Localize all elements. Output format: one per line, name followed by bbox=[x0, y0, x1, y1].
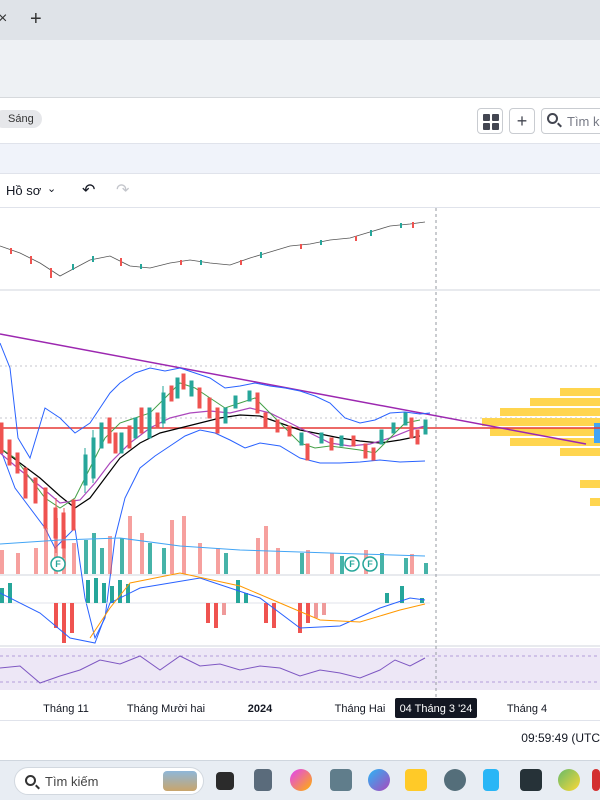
search-placeholder: Tìm ki bbox=[567, 114, 600, 129]
search-icon bbox=[547, 113, 558, 124]
search-icon bbox=[25, 775, 36, 786]
settings-icon[interactable] bbox=[444, 769, 466, 791]
chart-toolbar-strip bbox=[0, 144, 600, 174]
time-label: Tháng 11 bbox=[43, 703, 89, 715]
chart-top-toolbar: Hồ sơ ⌄ ↶ ↷ bbox=[0, 174, 600, 208]
crosshair-time-label: 04 Tháng 3 '24 bbox=[400, 703, 473, 715]
svg-text:F: F bbox=[349, 559, 355, 569]
bollinger-upper bbox=[0, 342, 431, 460]
event-marker: F F F bbox=[50, 556, 378, 572]
browser-icon[interactable] bbox=[558, 769, 580, 791]
crosshair-time-badge bbox=[395, 698, 477, 718]
add-chart-button[interactable]: + bbox=[509, 108, 535, 134]
notepad-icon[interactable] bbox=[483, 769, 499, 791]
trendline bbox=[0, 333, 587, 445]
chart-status-bar: 09:59:49 (UTC bbox=[0, 720, 600, 760]
file-explorer-icon[interactable] bbox=[216, 772, 234, 790]
copilot-icon[interactable] bbox=[290, 769, 312, 791]
layout-grid-button[interactable] bbox=[477, 108, 503, 134]
time-axis: Tháng 11 Tháng Mười hai 2024 Tháng Hai 0… bbox=[43, 698, 547, 718]
grid-icon bbox=[483, 114, 490, 121]
macd-histogram bbox=[0, 572, 430, 644]
volume-profile bbox=[482, 388, 600, 506]
camera-icon[interactable] bbox=[330, 769, 352, 791]
clock[interactable]: 09:59:49 (UTC bbox=[521, 731, 600, 745]
new-tab-button[interactable]: + bbox=[30, 8, 42, 30]
taskbar-overflow-icon[interactable] bbox=[592, 769, 600, 791]
taskbar-search-label: Tìm kiếm bbox=[45, 774, 99, 789]
profile-menu[interactable]: Hồ sơ bbox=[6, 183, 42, 198]
close-tab-icon[interactable]: × bbox=[0, 10, 8, 27]
volume-bars bbox=[0, 516, 428, 574]
theme-toggle[interactable]: Sáng bbox=[0, 110, 42, 128]
volume-average bbox=[0, 537, 426, 557]
grid-icon bbox=[483, 123, 490, 130]
svg-text:F: F bbox=[55, 559, 61, 569]
time-label: 2024 bbox=[248, 703, 273, 715]
moving-average-long bbox=[0, 414, 421, 509]
rsi-line bbox=[0, 655, 426, 684]
symbol-search-input[interactable]: Tìm ki bbox=[541, 108, 600, 134]
grid-icon bbox=[492, 123, 499, 130]
svg-text:F: F bbox=[367, 559, 373, 569]
redo-button[interactable]: ↷ bbox=[116, 182, 130, 199]
taskbar: Tìm kiếm bbox=[0, 760, 600, 800]
calculator-icon[interactable] bbox=[254, 769, 272, 791]
rsi-pane bbox=[0, 648, 600, 690]
browser-toolbar bbox=[0, 40, 600, 98]
paint-icon[interactable] bbox=[368, 769, 390, 791]
time-label: Tháng 4 bbox=[507, 703, 547, 715]
undo-button[interactable]: ↶ bbox=[82, 182, 96, 199]
price-chart[interactable]: F F F Tháng 11 Tháng Mười hai 2024 bbox=[0, 208, 600, 720]
grid-icon bbox=[492, 114, 499, 121]
chevron-down-icon[interactable]: ⌄ bbox=[47, 183, 57, 195]
browser-tab-strip: × + bbox=[0, 0, 600, 40]
time-label: Tháng Mười hai bbox=[127, 703, 205, 715]
taskbar-search[interactable]: Tìm kiếm bbox=[14, 767, 204, 795]
search-highlight-image bbox=[163, 771, 197, 791]
gaming-icon[interactable] bbox=[520, 769, 542, 791]
time-label: Tháng Hai bbox=[335, 703, 386, 715]
folder-icon[interactable] bbox=[405, 769, 427, 791]
overview-candles bbox=[0, 221, 426, 278]
